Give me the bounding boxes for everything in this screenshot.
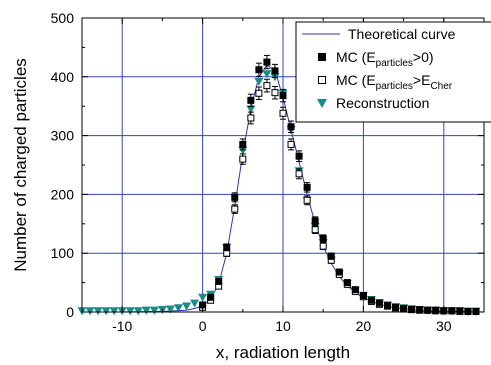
y-tick-label: 500 <box>51 10 75 26</box>
mc-filled-point <box>424 306 432 314</box>
reconstruction-point <box>254 77 264 87</box>
mc-open-point <box>311 226 319 234</box>
legend: Theoretical curve MC (Eparticles>0) MC (… <box>295 21 491 123</box>
mc-filled-point <box>287 123 295 131</box>
legend-mc-open-marker <box>318 76 326 84</box>
mc-open-point <box>239 155 247 163</box>
mc-filled-point <box>351 286 359 294</box>
x-tick-label: 20 <box>356 318 372 334</box>
reconstruction-point <box>93 307 103 316</box>
mc-open-point <box>319 242 327 250</box>
mc-filled-point <box>327 252 335 260</box>
mc-filled-point <box>311 217 319 225</box>
axis-ticks <box>81 17 485 313</box>
mc-filled-point <box>247 96 255 104</box>
legend-reconstruction-label: Reconstruction <box>336 95 429 111</box>
x-tick-label: -10 <box>112 318 132 334</box>
mc-open-point <box>287 140 295 148</box>
mc-filled-point <box>207 293 215 301</box>
reconstruction-point <box>101 307 111 316</box>
reconstruction-point <box>190 299 200 308</box>
reconstruction-point <box>109 307 119 316</box>
mc-filled-point <box>215 277 223 285</box>
mc-filled-point <box>408 305 416 313</box>
mc-filled-point <box>231 193 239 201</box>
mc-filled-point <box>456 307 464 315</box>
mc-filled-point <box>279 92 287 100</box>
reconstruction-point <box>133 307 143 316</box>
mc-open-point <box>279 109 287 117</box>
mc-filled-point <box>472 307 480 315</box>
y-tick-label: 0 <box>66 304 74 320</box>
mc-filled-point <box>239 140 247 148</box>
y-tick-label: 100 <box>51 245 75 261</box>
legend-mc-filled-marker <box>318 53 326 61</box>
mc-filled-point <box>448 307 456 315</box>
mc-filled-point <box>367 296 375 304</box>
reconstruction-point <box>85 307 95 316</box>
mc-filled-point <box>263 58 271 66</box>
mc-filled-point <box>319 235 327 242</box>
y-tick-label: 200 <box>51 186 75 202</box>
mc-filled-point <box>335 268 343 276</box>
y-tick-label: 300 <box>51 128 75 144</box>
legend-mc-filled-label: MC (Eparticles>0) <box>336 49 434 69</box>
mc-filled-point <box>199 301 207 309</box>
mc-filled-point <box>359 292 367 300</box>
mc-filled-point <box>392 303 400 311</box>
mc-filled-point <box>464 307 472 315</box>
mc-open-point <box>295 170 303 178</box>
mc-filled-point <box>343 279 351 287</box>
x-axis-label: x, radiation length <box>216 343 350 362</box>
mc-filled-point <box>295 152 303 160</box>
mc-open-point <box>255 89 263 97</box>
legend-theoretical-label: Theoretical curve <box>348 26 456 42</box>
x-tick-label: 30 <box>436 318 452 334</box>
reconstruction-point <box>165 305 175 314</box>
reconstruction-point <box>238 146 248 155</box>
mc-filled-point <box>303 183 311 191</box>
mc-open-point <box>247 114 255 122</box>
reconstruction-point <box>246 105 256 114</box>
mc-filled-point <box>375 299 383 307</box>
x-tick-label: 10 <box>275 318 291 334</box>
reconstruction-point <box>125 307 135 316</box>
legend-box <box>295 21 491 123</box>
y-tick-label: 400 <box>51 69 75 85</box>
reconstruction-point <box>141 306 151 315</box>
reconstruction-point <box>198 293 208 302</box>
legend-mc-open-label: MC (Eparticles>ECher <box>336 72 453 92</box>
legend-reconstruction-marker <box>317 99 327 108</box>
mc-filled-point <box>416 306 424 314</box>
mc-filled-square-series <box>199 54 480 315</box>
mc-filled-point <box>271 67 279 75</box>
mc-open-point <box>263 82 271 90</box>
mc-filled-point <box>255 66 263 74</box>
x-tick-label: 0 <box>199 318 207 334</box>
reconstruction-point <box>262 70 272 79</box>
mc-filled-point <box>432 306 440 314</box>
mc-open-point <box>271 89 279 97</box>
reconstruction-point <box>149 306 159 315</box>
mc-filled-point <box>400 304 408 312</box>
reconstruction-point <box>173 304 183 313</box>
mc-filled-point <box>223 243 231 251</box>
mc-open-point <box>303 196 311 204</box>
mc-open-point <box>231 205 239 213</box>
y-axis-label: Number of charged particles <box>11 58 30 272</box>
reconstruction-point <box>182 302 192 311</box>
mc-filled-point <box>384 302 392 310</box>
